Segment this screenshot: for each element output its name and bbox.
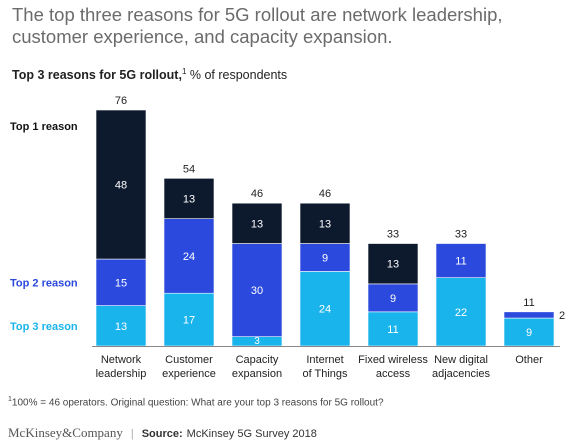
bar-segment-top3 bbox=[163, 292, 215, 347]
bar-segment-top2 bbox=[503, 311, 555, 319]
data-label-top2: 9 bbox=[390, 293, 396, 305]
bar-segment-top2 bbox=[435, 243, 487, 278]
category-label: Network bbox=[101, 354, 142, 366]
bar-segment-top1 bbox=[367, 243, 419, 285]
footer: McKinsey&Company | Source: McKinsey 5G S… bbox=[8, 425, 317, 441]
category-label: access bbox=[376, 368, 411, 380]
data-label-top1: 48 bbox=[115, 180, 127, 192]
total-label: 46 bbox=[319, 188, 331, 200]
data-label-top3: 17 bbox=[183, 315, 195, 327]
chart-subtitle-bold: Top 3 reasons for 5G rollout, bbox=[12, 68, 182, 83]
footer-separator: | bbox=[130, 428, 134, 440]
data-label-top1: 13 bbox=[387, 259, 399, 271]
legend-label-top2: Top 2 reason bbox=[10, 277, 78, 289]
total-label: 46 bbox=[251, 188, 263, 200]
data-label-top3: 24 bbox=[319, 304, 331, 316]
category-label: Customer bbox=[165, 354, 213, 366]
category-label: Internet bbox=[306, 354, 343, 366]
footnote-marker: 1 bbox=[181, 67, 187, 76]
data-label-top2: 9 bbox=[322, 253, 328, 265]
category-label: leadership bbox=[96, 368, 147, 380]
data-label-top2: 30 bbox=[251, 285, 263, 297]
total-label: 76 bbox=[115, 95, 127, 107]
bar-segment-top1 bbox=[231, 202, 283, 244]
chart-subtitle-unit: % of respondents bbox=[186, 68, 288, 83]
category-label: Other bbox=[515, 354, 543, 366]
bar-segment-top3 bbox=[503, 317, 555, 347]
data-label-top3: 22 bbox=[455, 307, 467, 319]
legend-label-top1: Top 1 reason bbox=[10, 121, 78, 133]
bar-segment-top1 bbox=[163, 178, 215, 219]
brand-logo: McKinsey&Company bbox=[8, 425, 123, 440]
chart-subtitle: Top 3 reasons for 5G rollout,1 % of resp… bbox=[12, 67, 287, 82]
bar-segment-top2 bbox=[367, 283, 419, 313]
stacked-bar-chart: 13 15 48 76 Network leadership 17 24 13 54 Custome… bbox=[10, 95, 565, 380]
data-label-top3: 9 bbox=[526, 327, 532, 339]
category-label: New digital bbox=[434, 354, 488, 366]
footnote-marker-note: 1 bbox=[8, 396, 12, 403]
category-label: Fixed wireless bbox=[358, 354, 428, 366]
category-label: expansion bbox=[232, 368, 282, 380]
data-label-top1: 13 bbox=[183, 194, 195, 206]
category-label: adjacencies bbox=[432, 368, 491, 380]
footnote-text: 100% = 46 operators. Original question: … bbox=[11, 397, 384, 409]
category-label: of Things bbox=[302, 368, 348, 380]
total-label: 33 bbox=[455, 229, 467, 241]
data-label-top3: 11 bbox=[387, 324, 398, 336]
bar-segment-top2 bbox=[163, 218, 215, 294]
bar-segment-top2 bbox=[95, 258, 147, 306]
category-label: experience bbox=[162, 368, 216, 380]
bar-segment-top2 bbox=[299, 243, 351, 272]
data-label-top2: 15 bbox=[115, 277, 127, 289]
bar-segment-top2 bbox=[231, 243, 283, 337]
data-label-top2: 2 bbox=[559, 310, 565, 322]
data-label-top3: 13 bbox=[115, 321, 127, 333]
headline: The top three reasons for 5G rollout are… bbox=[12, 4, 503, 47]
data-label-top1: 13 bbox=[319, 218, 331, 230]
bar-segment-top1 bbox=[299, 202, 351, 244]
category-label: Capacity bbox=[236, 354, 279, 366]
data-label-top3: 3 bbox=[254, 336, 260, 347]
bar-segment-top3 bbox=[435, 277, 487, 347]
total-label: 11 bbox=[523, 297, 534, 309]
total-label: 33 bbox=[387, 229, 399, 241]
data-label-top2: 11 bbox=[455, 256, 466, 268]
footnote: 1100% = 46 operators. Original question:… bbox=[8, 396, 384, 408]
source-text: McKinsey 5G Survey 2018 bbox=[186, 428, 317, 440]
source-label: Source: bbox=[141, 428, 183, 440]
data-label-top2: 24 bbox=[183, 251, 195, 263]
bar-segment-top3 bbox=[299, 271, 351, 347]
legend-label-top3: Top 3 reason bbox=[10, 321, 78, 333]
total-label: 54 bbox=[183, 163, 195, 175]
data-label-top1: 13 bbox=[251, 218, 263, 230]
bar-segment-top1 bbox=[95, 109, 147, 260]
